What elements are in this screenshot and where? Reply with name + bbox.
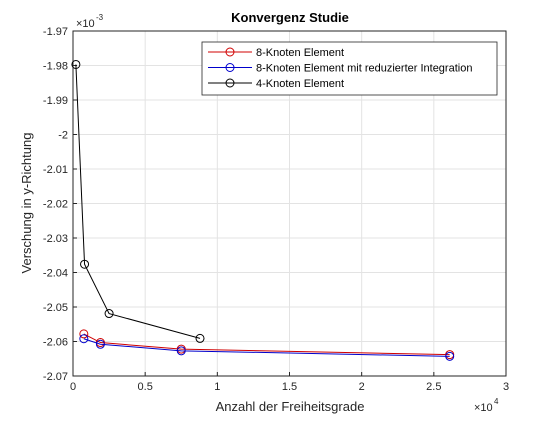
legend-box bbox=[201, 41, 498, 96]
x-tick-label: 2 bbox=[359, 381, 365, 393]
data-point bbox=[95, 339, 105, 349]
x-tick-label: 1 bbox=[214, 381, 220, 393]
y-exponent-label: ×10 -3 bbox=[76, 13, 104, 30]
x-tick-label: 3 bbox=[503, 381, 509, 393]
data-point bbox=[445, 351, 455, 361]
legend-label: 8-Knoten Element bbox=[256, 47, 344, 59]
y-tick-label: -2.06 bbox=[43, 337, 68, 349]
data-point bbox=[80, 259, 90, 269]
y-tick-label: -2 bbox=[58, 130, 68, 142]
data-point bbox=[195, 333, 205, 343]
data-point bbox=[79, 329, 89, 339]
series-layer bbox=[71, 59, 455, 361]
legend: 8-Knoten Element 8-Knoten Element mit red… bbox=[201, 41, 498, 96]
x-exponent: 4 bbox=[494, 397, 499, 406]
y-tick-label: -2.03 bbox=[43, 233, 68, 245]
series-line bbox=[83, 333, 450, 356]
y-tick-label: -1.99 bbox=[43, 95, 68, 107]
axis-ticks: 0 0.5 1 1.5 2 2.5 3 -1.97 -1.98 -1.99 -2 -2.01 -2.02… bbox=[43, 26, 509, 393]
legend-entry: 8-Knoten Element mit reduzierter Integra… bbox=[208, 63, 472, 75]
series-2 bbox=[79, 334, 455, 361]
legend-label: 4-Knoten Element bbox=[256, 78, 344, 90]
series-3 bbox=[71, 59, 205, 343]
legend-entry: 4-Knoten Element bbox=[208, 78, 344, 90]
legend-label: 8-Knoten Element mit reduzierter Integra… bbox=[256, 63, 472, 75]
legend-marker bbox=[225, 63, 235, 72]
y-tick-label: -2.04 bbox=[43, 268, 68, 280]
x-exponent-label: ×10 4 bbox=[474, 397, 499, 414]
x-multiplier: ×10 bbox=[474, 402, 493, 414]
legend-marker bbox=[225, 47, 235, 57]
data-point bbox=[176, 346, 186, 356]
y-tick-label: -2.07 bbox=[43, 371, 68, 383]
x-tick-label: 2.5 bbox=[426, 381, 441, 393]
y-exponent: -3 bbox=[96, 13, 104, 22]
x-tick-label: 0 bbox=[70, 381, 76, 393]
data-point bbox=[79, 334, 89, 344]
legend-entry: 8-Knoten Element bbox=[208, 47, 344, 59]
chart-title: Konvergenz Studie bbox=[231, 10, 349, 25]
data-point bbox=[71, 59, 81, 69]
y-tick-label: -1.98 bbox=[43, 61, 68, 73]
series-line bbox=[75, 64, 201, 339]
x-axis-label: Anzahl der Freiheitsgrade bbox=[216, 399, 365, 414]
y-tick-label: -2.01 bbox=[43, 164, 68, 176]
x-tick-label: 1.5 bbox=[282, 381, 297, 393]
y-tick-label: -2.02 bbox=[43, 199, 68, 211]
y-axis-label: Verschung in y-Richtung bbox=[19, 133, 34, 274]
series-line bbox=[83, 338, 450, 357]
y-tick-label: -2.05 bbox=[43, 302, 68, 314]
data-point bbox=[104, 309, 114, 319]
x-tick-label: 0.5 bbox=[138, 381, 153, 393]
legend-marker bbox=[225, 78, 235, 88]
y-tick-label: -1.97 bbox=[43, 26, 68, 38]
y-multiplier: ×10 bbox=[76, 18, 95, 30]
